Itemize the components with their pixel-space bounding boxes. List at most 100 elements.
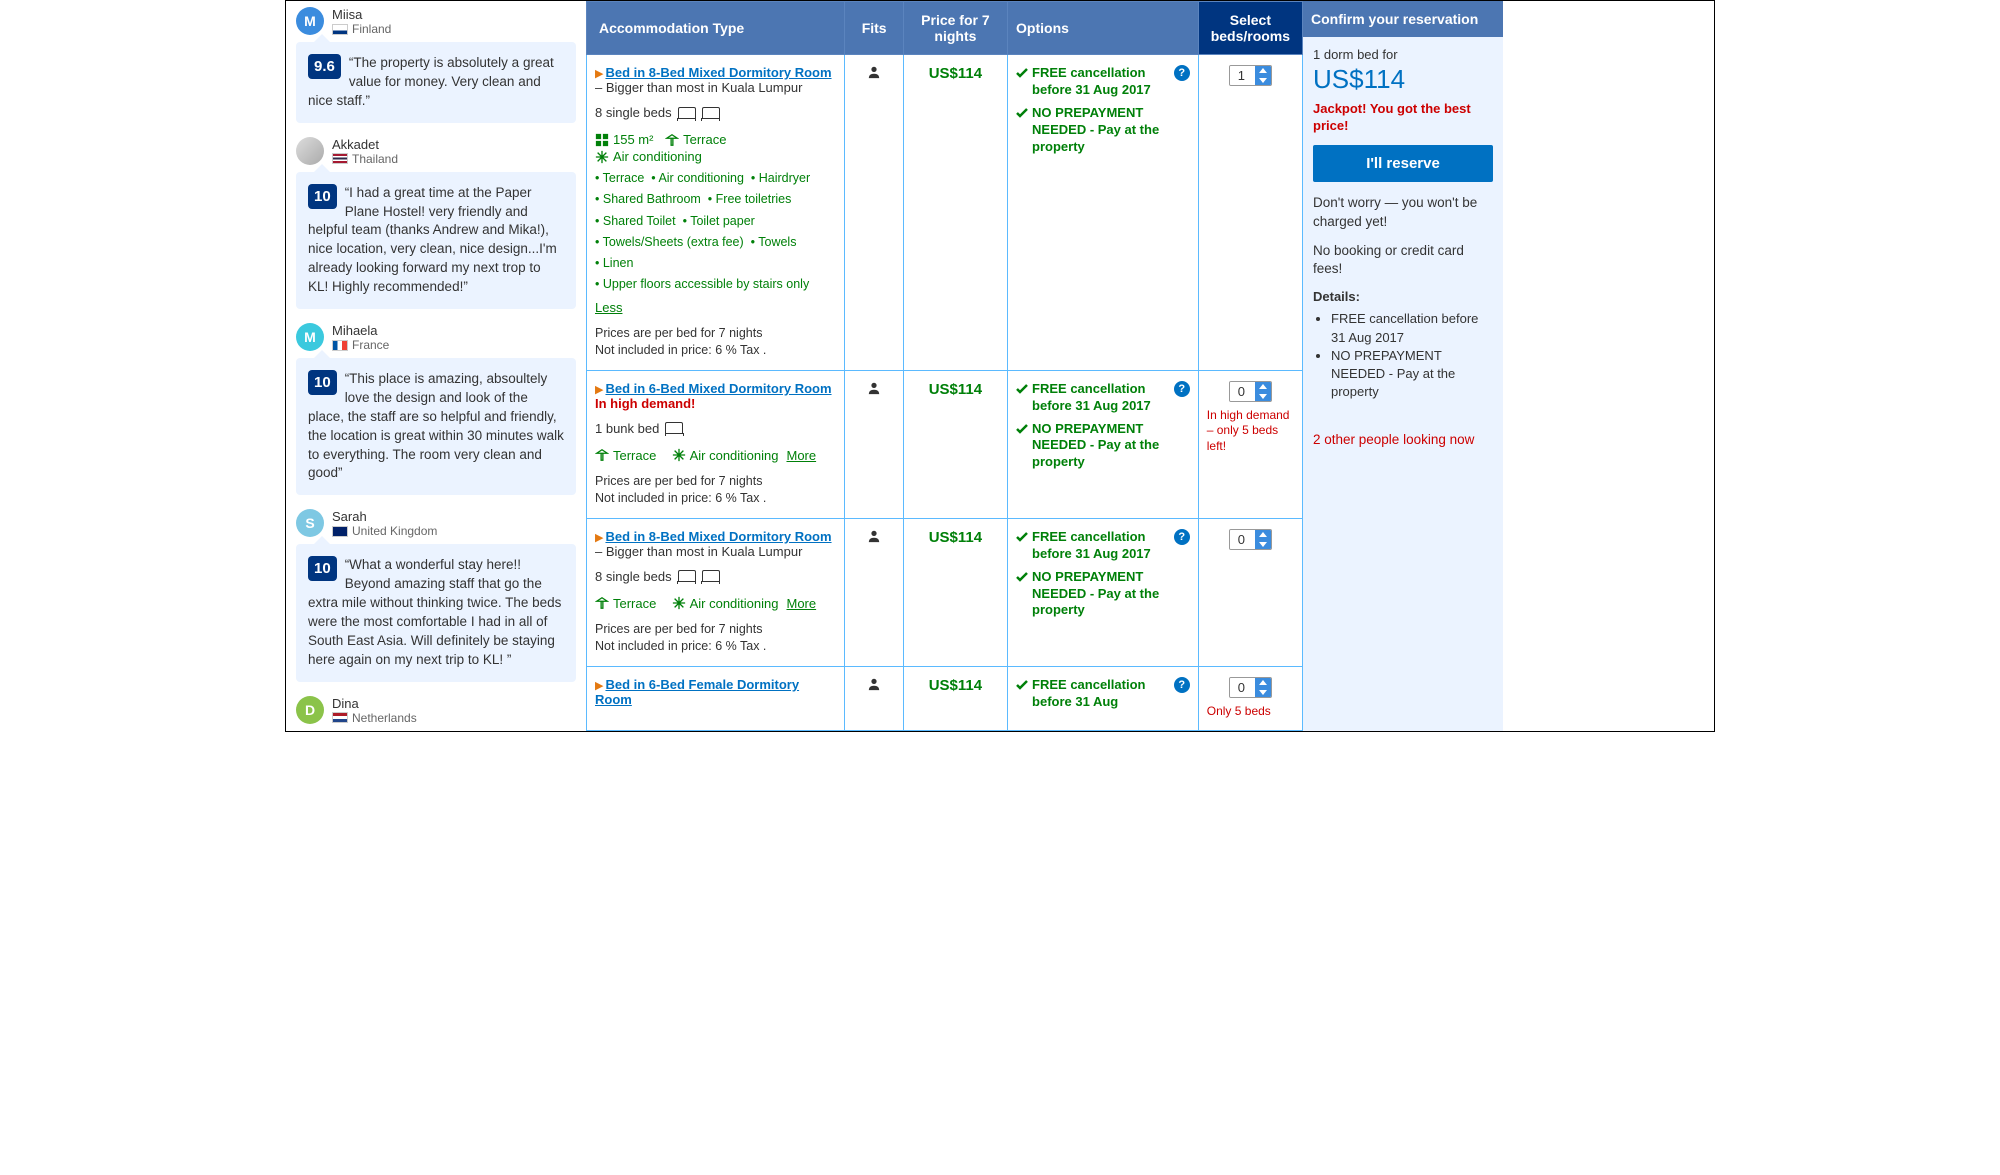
room-name-link[interactable]: Bed in 8-Bed Mixed Dormitory Room <box>605 529 831 544</box>
user-name: Mihaela <box>332 323 389 338</box>
demand-badge: In high demand! <box>595 396 695 411</box>
user-country: Netherlands <box>332 711 417 725</box>
review-text: “What a wonderful stay here!! Beyond ama… <box>308 557 561 666</box>
terrace-icon <box>595 596 609 610</box>
person-icon <box>867 529 881 543</box>
terrace-icon <box>595 448 609 462</box>
check-icon <box>1016 107 1028 119</box>
arrow-icon: ▶ <box>595 384 603 396</box>
th-fits: Fits <box>845 2 903 55</box>
confirm-note: No booking or credit card fees! <box>1313 242 1493 280</box>
ac-icon <box>672 448 686 462</box>
avatar: M <box>296 7 324 35</box>
review-user: M Mihaela France <box>296 317 576 358</box>
check-icon <box>1016 67 1028 79</box>
person-icon <box>867 381 881 395</box>
room-row: ▶Bed in 8-Bed Mixed Dormitory Room – Big… <box>587 518 1303 666</box>
check-icon <box>1016 571 1028 583</box>
option-item: FREE cancellation before 31 Aug 2017 <box>1016 65 1174 99</box>
arrow-icon: ▶ <box>595 68 603 80</box>
confirm-label: 1 dorm bed for <box>1313 47 1493 62</box>
price-note: Prices are per bed for 7 nightsNot inclu… <box>595 325 836 360</box>
th-options: Options <box>1008 2 1199 55</box>
confirm-note: Don't worry — you won't be charged yet! <box>1313 194 1493 232</box>
quantity-stepper[interactable]: 1 <box>1229 65 1272 86</box>
room-name-link[interactable]: Bed in 6-Bed Female Dormitory Room <box>595 677 799 707</box>
qty-up[interactable] <box>1255 382 1271 392</box>
confirm-price: US$114 <box>1313 64 1493 95</box>
th-accommodation-type: Accommodation Type <box>587 2 845 55</box>
reserve-button[interactable]: I'll reserve <box>1313 145 1493 182</box>
ac-icon <box>595 150 609 164</box>
arrow-icon: ▶ <box>595 680 603 692</box>
room-name-link[interactable]: Bed in 8-Bed Mixed Dormitory Room <box>605 65 831 80</box>
review-text: “The property is absolutely a great valu… <box>308 55 554 108</box>
help-icon[interactable]: ? <box>1174 677 1190 693</box>
price: US$114 <box>929 677 982 694</box>
user-country: France <box>332 338 389 352</box>
user-name: Akkadet <box>332 137 398 152</box>
person-icon <box>867 65 881 79</box>
check-icon <box>1016 383 1028 395</box>
qty-down[interactable] <box>1255 539 1271 549</box>
bed-icon <box>665 422 683 434</box>
ac-icon <box>672 596 686 610</box>
qty-down[interactable] <box>1255 76 1271 86</box>
user-name: Sarah <box>332 509 437 524</box>
rooms-table: Accommodation Type Fits Price for 7 nigh… <box>586 1 1303 731</box>
user-name: Miisa <box>332 7 391 22</box>
confirm-column: Confirm your reservation 1 dorm bed for … <box>1303 1 1503 731</box>
quantity-stepper[interactable]: 0 <box>1229 381 1272 402</box>
review-user: M Miisa Finland <box>296 1 576 42</box>
price: US$114 <box>929 65 982 82</box>
check-icon <box>1016 679 1028 691</box>
beds-info: 8 single beds <box>595 569 836 584</box>
qty-down[interactable] <box>1255 391 1271 401</box>
quantity-stepper[interactable]: 0 <box>1229 677 1272 698</box>
room-subtitle: – Bigger than most in Kuala Lumpur <box>595 544 802 559</box>
bed-icon <box>702 107 720 119</box>
review-user: D Dina Netherlands <box>296 690 576 731</box>
bed-icon <box>678 570 696 582</box>
room-name-link[interactable]: Bed in 6-Bed Mixed Dormitory Room <box>605 381 831 396</box>
qty-up[interactable] <box>1255 66 1271 76</box>
quantity-stepper[interactable]: 0 <box>1229 529 1272 550</box>
help-icon[interactable]: ? <box>1174 381 1190 397</box>
less-link[interactable]: Less <box>595 300 622 315</box>
qty-down[interactable] <box>1255 688 1271 698</box>
review-score: 10 <box>308 370 337 395</box>
price: US$114 <box>929 529 982 546</box>
details-list: FREE cancellation before 31 Aug 2017 NO … <box>1313 310 1493 401</box>
user-name: Dina <box>332 696 417 711</box>
beds-info: 1 bunk bed <box>595 421 836 436</box>
help-icon[interactable]: ? <box>1174 65 1190 81</box>
terrace-label: Terrace <box>683 132 726 147</box>
bed-icon <box>678 107 696 119</box>
help-icon[interactable]: ? <box>1174 529 1190 545</box>
select-warning: In high demand – only 5 beds left! <box>1207 408 1294 455</box>
price: US$114 <box>929 381 982 398</box>
review-user: Akkadet Thailand <box>296 131 576 172</box>
terrace-icon <box>665 133 679 147</box>
review-score: 9.6 <box>308 54 341 79</box>
more-link[interactable]: More <box>786 596 816 611</box>
review-box: 10 “What a wonderful stay here!! Beyond … <box>296 544 576 681</box>
th-price: Price for 7 nights <box>903 2 1007 55</box>
amenity-list: Terrace Air conditioning Hairdryer Share… <box>595 168 836 296</box>
th-select: Select beds/rooms <box>1198 2 1302 55</box>
qty-up[interactable] <box>1255 678 1271 688</box>
details-heading: Details: <box>1313 289 1493 304</box>
avatar: M <box>296 323 324 351</box>
confirm-header: Confirm your reservation <box>1303 1 1503 37</box>
bed-icon <box>702 570 720 582</box>
qty-up[interactable] <box>1255 530 1271 540</box>
select-warning: Only 5 beds <box>1207 704 1294 720</box>
arrow-icon: ▶ <box>595 532 603 544</box>
more-link[interactable]: More <box>786 448 816 463</box>
review-score: 10 <box>308 556 337 581</box>
avatar <box>296 137 324 165</box>
avatar: D <box>296 696 324 724</box>
review-box: 10 “This place is amazing, absoultely lo… <box>296 358 576 495</box>
person-icon <box>867 677 881 691</box>
check-icon <box>1016 423 1028 435</box>
